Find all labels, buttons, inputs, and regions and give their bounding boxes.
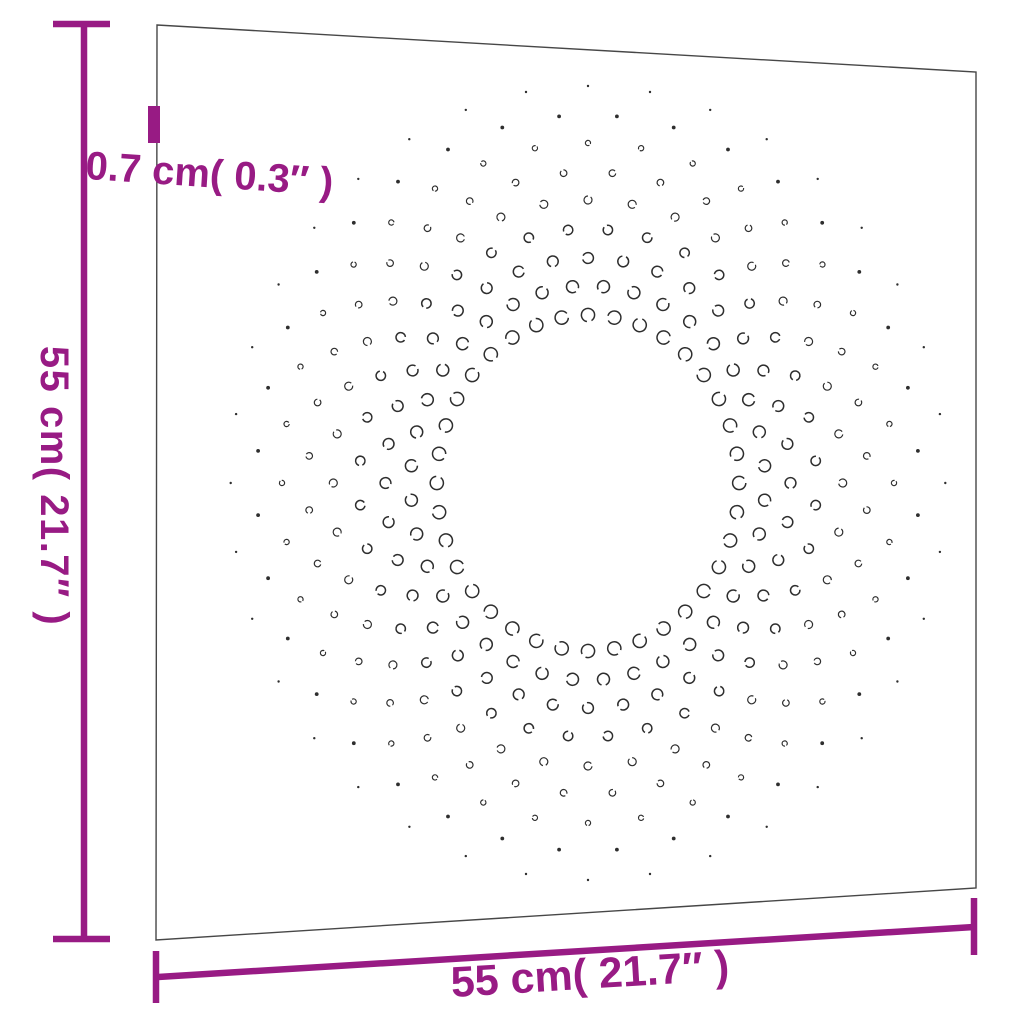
- height-dimension: [53, 20, 110, 943]
- height-dimension-label: 55 cm( 21.7″ ): [32, 345, 76, 627]
- width-dimension: [152, 898, 978, 1003]
- thickness-tick: [148, 106, 160, 143]
- panel-outline: [155, 24, 977, 941]
- width-dimension-line: [157, 923, 975, 981]
